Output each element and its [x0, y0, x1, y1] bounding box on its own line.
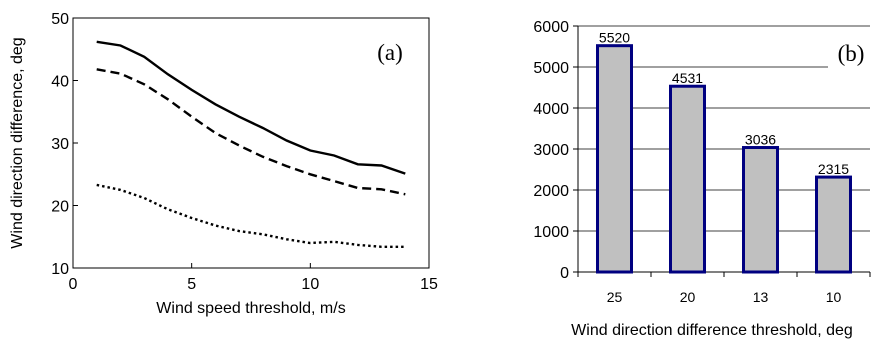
chart-a-panel-label: (a)	[377, 40, 403, 65]
chart-b-data-label: 2315	[818, 161, 849, 177]
chart-a-y-tick-label: 20	[51, 199, 69, 216]
chart-b-y-tick-label: 5000	[533, 60, 569, 77]
chart-a-y-tick-label: 30	[51, 136, 69, 153]
chart-a-x-tick-label: 10	[301, 276, 319, 293]
chart-b-y-tick-label: 6000	[533, 19, 569, 36]
chart-b-y-tick-label: 0	[560, 265, 569, 282]
chart-b-bar	[742, 146, 779, 274]
chart-b-y-tick-label: 2000	[533, 183, 569, 200]
chart-b-bar	[596, 44, 633, 274]
chart-b-data-label: 4531	[672, 70, 703, 86]
chart-b-x-tick-label: 13	[753, 289, 769, 305]
chart-b-y-tick-label: 1000	[533, 224, 569, 241]
chart-a-series-line-solid	[96, 40, 406, 175]
chart-b-bar	[669, 84, 706, 274]
chart-b-x-tick-label: 20	[680, 289, 696, 305]
chart-b-x-axis-label: Wind direction difference threshold, deg	[571, 322, 853, 339]
chart-a-y-axis-label: Wind direction difference, deg	[9, 37, 26, 248]
chart-b-y-tick-label: 4000	[533, 101, 569, 118]
chart-b: 0 1000 2000 3000 4000 5000 6000 25 20 13 10 5520 45…	[533, 19, 872, 339]
chart-a-x-tick-label: 5	[187, 276, 196, 293]
chart-b-data-label: 3036	[745, 132, 776, 148]
chart-a-y-tick-label: 40	[51, 74, 69, 91]
chart-b-y-tick-label: 3000	[533, 142, 569, 159]
chart-b-panel-label: (b)	[838, 41, 865, 66]
chart-b-data-label: 5520	[599, 30, 630, 46]
chart-b-x-tick-label: 25	[607, 289, 623, 305]
chart-a-y-tick-label: 10	[51, 261, 69, 278]
chart-b-bar	[815, 175, 852, 274]
chart-a-x-tick-label: 0	[69, 276, 78, 293]
chart-a-y-tick-label: 50	[51, 11, 69, 28]
chart-a-x-tick-label: 15	[420, 276, 438, 293]
chart-a-plot-area	[72, 17, 430, 269]
chart-a-x-axis-label: Wind speed threshold, m/s	[156, 300, 345, 317]
chart-a: 0 5 10 15 10 20 30 40 50 (a) Wind speed threshol…	[9, 11, 438, 317]
chart-b-panel-label-box	[828, 38, 872, 68]
chart-a-series-line-dashed	[96, 68, 406, 196]
chart-b-x-tick-label: 10	[826, 289, 842, 305]
chart-a-series-line-dotted	[96, 183, 406, 249]
